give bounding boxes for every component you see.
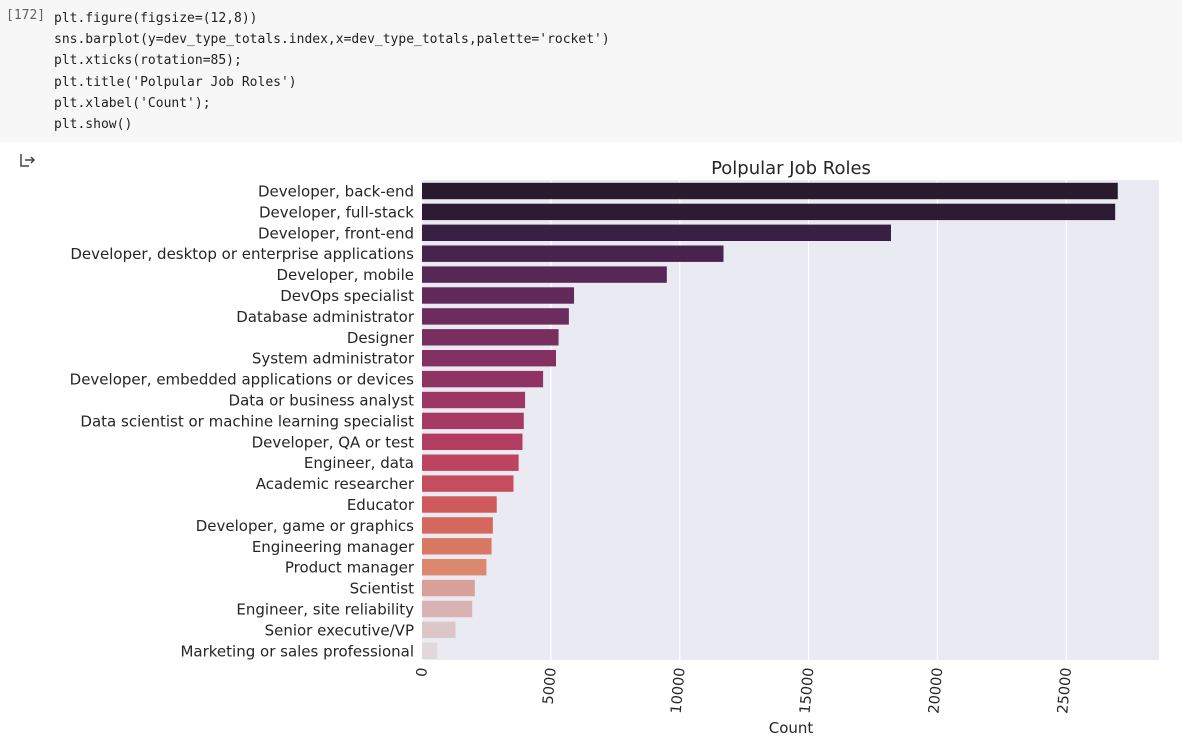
bar bbox=[422, 600, 473, 618]
y-tick-label: Developer, game or graphics bbox=[196, 517, 414, 535]
y-tick-label: Academic researcher bbox=[256, 475, 415, 493]
bar bbox=[422, 350, 556, 367]
bar bbox=[422, 308, 569, 325]
output-arrow-icon[interactable] bbox=[18, 152, 36, 170]
y-tick-label: System administrator bbox=[252, 350, 415, 368]
code-line: plt.xlabel('Count'); bbox=[54, 95, 211, 111]
bar bbox=[422, 370, 544, 388]
y-tick-label: Developer, front-end bbox=[258, 224, 414, 242]
bar bbox=[422, 454, 519, 471]
code-line: sns.barplot(y=dev_type_totals.index,x=de… bbox=[54, 32, 610, 48]
bar bbox=[422, 245, 724, 262]
bar bbox=[422, 433, 523, 450]
x-axis-label: Count bbox=[769, 719, 814, 737]
y-tick-label: Developer, full-stack bbox=[259, 203, 414, 221]
x-tick-label: 5000 bbox=[541, 667, 560, 705]
y-tick-label: Developer, embedded applications or devi… bbox=[70, 371, 415, 389]
y-tick-label: Scientist bbox=[350, 580, 415, 598]
bar bbox=[422, 203, 1116, 221]
bar bbox=[422, 287, 575, 304]
bar bbox=[422, 559, 487, 576]
bar bbox=[422, 517, 493, 534]
y-tick-label: Educator bbox=[347, 496, 415, 514]
x-tick-label: 15000 bbox=[798, 667, 818, 714]
bar bbox=[422, 579, 475, 597]
bar bbox=[422, 412, 524, 430]
y-tick-label: Engineering manager bbox=[252, 538, 415, 556]
execution-count: [172] bbox=[6, 8, 46, 23]
code-line: plt.show() bbox=[54, 117, 133, 133]
code-line: plt.title('Polpular Job Roles') bbox=[54, 74, 297, 90]
bar bbox=[422, 475, 514, 492]
y-tick-label: Senior executive/VP bbox=[265, 621, 414, 639]
bar bbox=[422, 329, 559, 346]
bar bbox=[422, 621, 456, 639]
y-tick-label: Developer, back-end bbox=[258, 183, 414, 201]
code-cell[interactable]: [172] plt.figure(figsize=(12,8)) sns.bar… bbox=[0, 0, 1182, 142]
y-tick-label: Designer bbox=[347, 329, 415, 347]
x-tick-label: 0 bbox=[414, 667, 431, 678]
bar bbox=[422, 266, 667, 283]
code-line: plt.figure(figsize=(12,8)) bbox=[54, 11, 258, 26]
y-tick-label: Developer, desktop or enterprise applica… bbox=[70, 245, 414, 263]
y-tick-label: Data or business analyst bbox=[229, 392, 415, 410]
y-tick-label: Engineer, site reliability bbox=[236, 601, 414, 619]
y-tick-label: DevOps specialist bbox=[280, 287, 414, 305]
y-tick-label: Developer, QA or test bbox=[252, 433, 415, 451]
code-line: plt.xticks(rotation=85); bbox=[54, 53, 242, 69]
bar-chart: Developer, back-end Developer, full-stack… bbox=[70, 158, 1159, 737]
bar bbox=[422, 538, 492, 555]
y-tick-label: Developer, mobile bbox=[276, 266, 414, 284]
bar bbox=[422, 224, 891, 241]
bar bbox=[422, 182, 1118, 200]
y-tick-label: Product manager bbox=[285, 559, 415, 577]
bar bbox=[422, 391, 526, 409]
y-tick-label: Data scientist or machine learning speci… bbox=[80, 412, 414, 430]
y-tick-label: Engineer, data bbox=[304, 454, 414, 472]
x-tick-label: 25000 bbox=[1055, 667, 1075, 714]
x-tick-label: 20000 bbox=[926, 667, 946, 714]
bar bbox=[422, 496, 497, 513]
chart-title: Polpular Job Roles bbox=[711, 158, 871, 179]
bar bbox=[422, 642, 438, 659]
y-tick-label: Marketing or sales professional bbox=[180, 642, 414, 660]
x-tick-label: 10000 bbox=[669, 667, 689, 714]
y-tick-label: Database administrator bbox=[236, 308, 415, 326]
code-editor[interactable]: plt.figure(figsize=(12,8)) sns.barplot(y… bbox=[54, 8, 610, 135]
